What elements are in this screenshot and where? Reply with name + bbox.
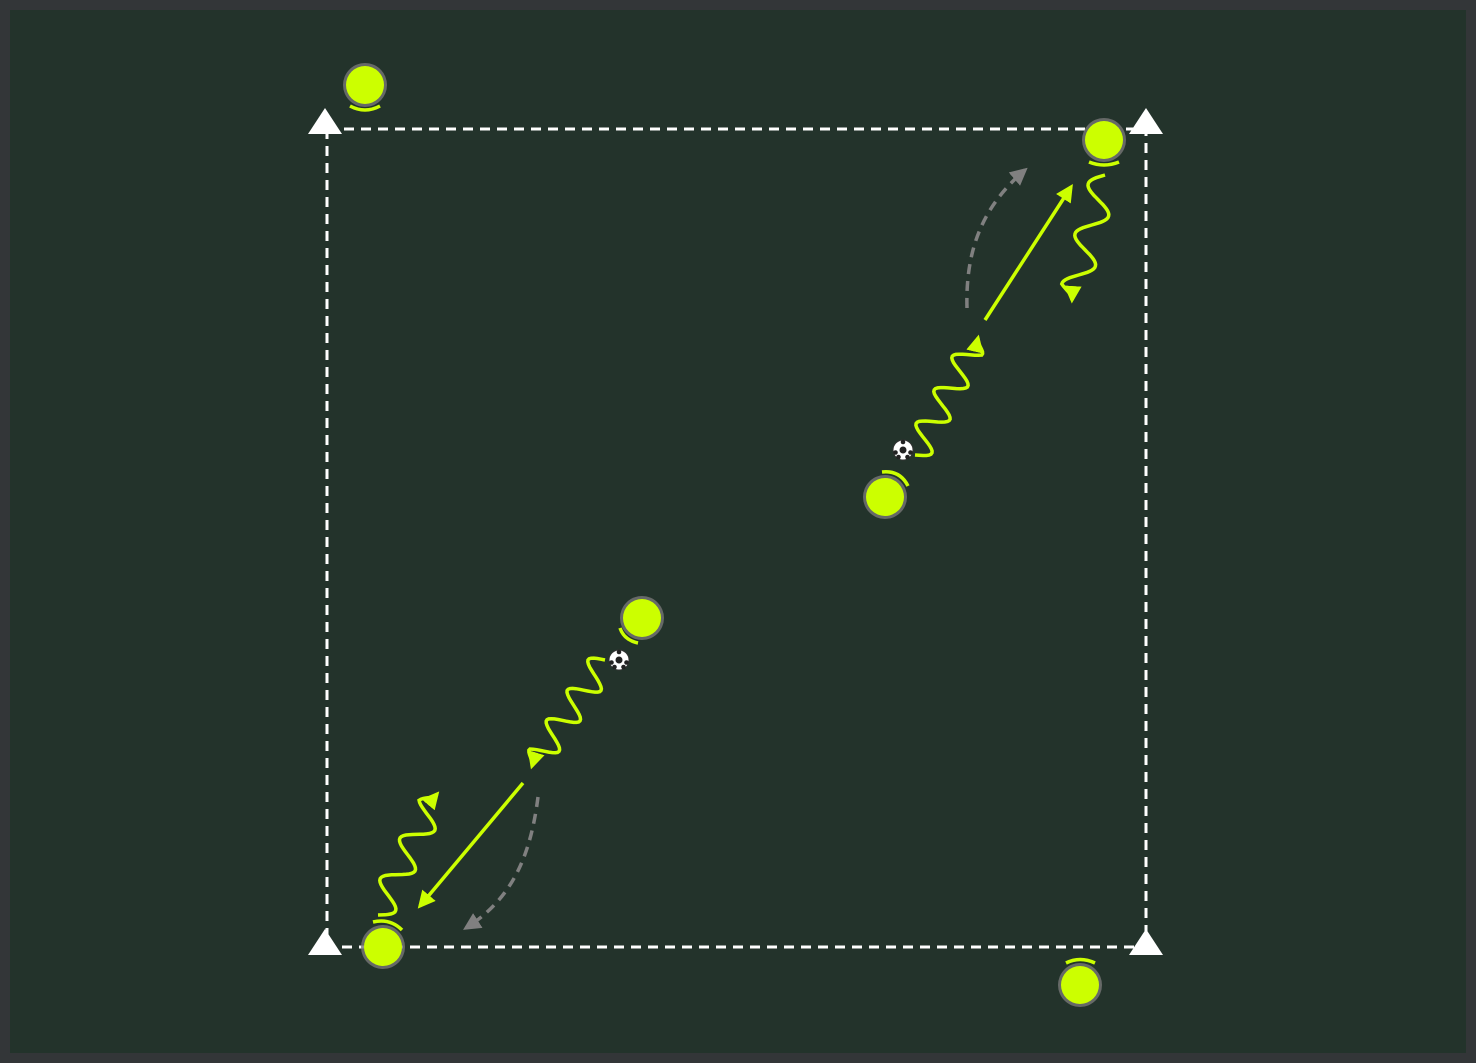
cone [308,929,342,955]
player [343,63,387,107]
dribble-arrow [377,791,440,917]
player [361,925,405,969]
dribble-arrow [527,656,606,770]
cone [1129,929,1163,955]
run-arrow [463,796,540,930]
pass-arrow [983,184,1073,321]
player [1058,963,1102,1007]
pass-arrow [417,781,525,909]
run-arrow [965,167,1028,309]
facing-marks [349,104,1120,965]
ball [892,439,914,461]
cone [1129,108,1163,134]
cone [308,108,342,134]
facing-mark [881,470,910,487]
facing-mark [1088,160,1120,167]
facing-mark [372,919,404,932]
facing-mark [1065,957,1096,965]
ball [608,649,630,671]
player [1082,118,1126,162]
pitch-background [10,10,1466,1053]
area-boundary [325,127,1148,949]
facing-mark [349,104,381,112]
player [863,475,907,519]
cones [308,108,1163,955]
dribble-arrow [914,334,985,458]
player [620,596,664,640]
facing-mark [618,627,639,645]
dribble-arrow [1059,173,1111,304]
movements [377,167,1111,930]
